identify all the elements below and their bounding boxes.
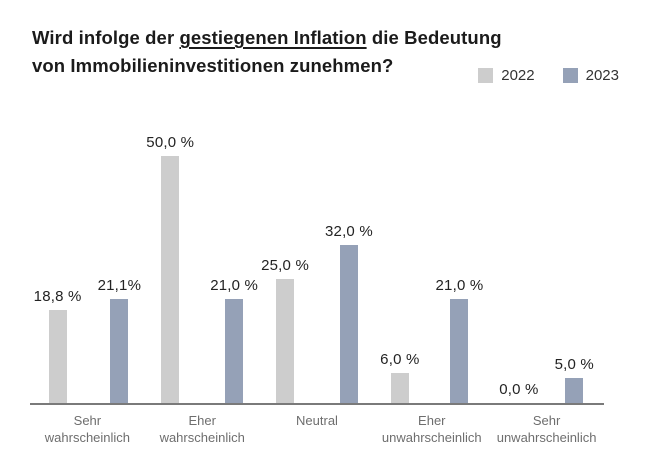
bar-2022-3	[276, 279, 295, 403]
bar-2022-2	[161, 156, 180, 403]
category-label-2: Eher wahrscheinlich	[159, 413, 245, 445]
category-label-5: Sehr unwahrscheinlich	[496, 413, 597, 445]
chart-title: Wird infolge der gestiegenen Inflation d…	[32, 24, 612, 80]
legend-label-2023: 2023	[585, 67, 619, 84]
bar-col-2022-2: 50,0 %	[146, 134, 194, 403]
legend-item-2022: 2022	[478, 67, 535, 84]
bar-group-2: 50,0 % 21,0 %	[145, 131, 260, 403]
bar-col-2023-3: 32,0 %	[325, 223, 373, 403]
legend-swatch-2022	[478, 68, 494, 83]
bar-2022-4	[390, 373, 409, 403]
title-underlined-phrase: gestiegenen Inflation	[179, 27, 367, 49]
bar-col-2022-3: 25,0 %	[261, 257, 309, 403]
bar-col-2023-2: 21,0 %	[210, 277, 258, 403]
bar-2023-4	[450, 299, 469, 403]
bar-col-2023-1: 21,1%	[98, 277, 142, 403]
bar-group-3: 25,0 % 32,0 %	[260, 131, 375, 403]
bar-value-label-2023-4: 21,0 %	[435, 277, 484, 294]
bar-value-label-2022-3: 25,0 %	[261, 257, 309, 274]
bar-col-2023-5: 5,0 %	[555, 356, 594, 403]
bar-2023-5	[565, 378, 584, 403]
bar-value-label-2022-2: 50,0 %	[146, 134, 195, 151]
legend-item-2023: 2023	[562, 67, 619, 84]
bar-col-2023-4: 21,0 %	[436, 277, 484, 403]
category-label-3: Neutral	[296, 413, 338, 428]
bar-col-2022-5: 0,0 %	[499, 381, 538, 403]
title-part-3: die Bedeutung	[366, 27, 502, 49]
x-axis-labels: Sehr wahrscheinlich Eher wahrscheinlich Ne…	[30, 405, 604, 446]
bar-value-label-2023-3: 32,0 %	[324, 223, 373, 240]
bar-group-5: 0,0 % 5,0 %	[489, 131, 604, 403]
bar-chart: 18,8 % 21,1% 50,0 % 21,0 % 25,0 % 32,0 % 6,0 %…	[30, 131, 604, 446]
legend-label-2022: 2022	[501, 67, 535, 84]
bar-value-label-2023-5: 5,0 %	[554, 356, 594, 373]
bar-value-label-2022-4: 6,0 %	[380, 351, 420, 368]
bar-value-label-2023-1: 21,1%	[97, 277, 142, 294]
category-label-1: Sehr wahrscheinlich	[44, 413, 131, 445]
plot-area: 18,8 % 21,1% 50,0 % 21,0 % 25,0 % 32,0 % 6,0 %…	[30, 131, 604, 403]
bar-group-4: 6,0 % 21,0 %	[374, 131, 489, 403]
title-part-1: Wird infolge der	[32, 27, 180, 49]
bar-value-label-2022-1: 18,8 %	[33, 288, 82, 305]
chart-legend: 2022 2023	[478, 67, 619, 84]
bar-value-label-2023-2: 21,0 %	[210, 277, 259, 294]
bar-group-1: 18,8 % 21,1%	[30, 131, 145, 403]
bar-col-2022-4: 6,0 %	[380, 351, 419, 403]
bar-col-2022-1: 18,8 %	[34, 288, 82, 403]
bar-2023-3	[339, 245, 358, 403]
x-axis-line	[30, 403, 604, 405]
legend-swatch-2023	[562, 68, 578, 83]
bar-value-label-2022-5: 0,0 %	[499, 381, 539, 398]
category-label-4: Eher unwahrscheinlich	[381, 413, 482, 445]
bar-2023-2	[225, 299, 244, 403]
bar-2023-1	[110, 299, 129, 403]
title-line-2: von Immobilieninvestitionen zunehmen?	[32, 55, 394, 77]
bar-2022-1	[48, 310, 67, 403]
